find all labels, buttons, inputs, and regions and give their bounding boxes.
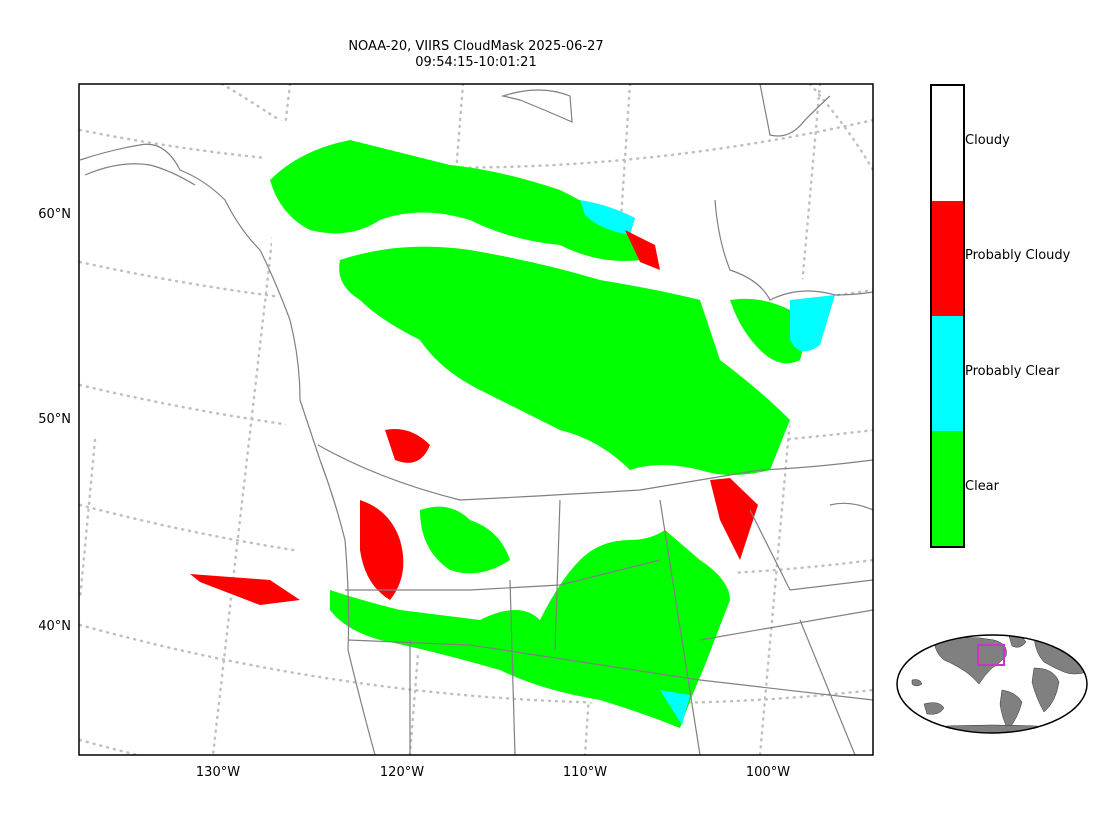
title-line-2: 09:54:15-10:01:21	[415, 55, 537, 70]
clear-patch-east	[730, 298, 804, 364]
world-locator-inset	[896, 634, 1088, 734]
graticule-lat-65	[79, 118, 873, 169]
probably-cloudy-patch-east	[710, 478, 758, 560]
clear-patch-mid-west	[420, 506, 510, 574]
lon-label-100w: 100°W	[746, 765, 790, 780]
legend-label-cloudy: Cloudy	[965, 133, 1010, 148]
inset-antarctica	[913, 724, 1071, 733]
cloudmask-swath	[190, 115, 838, 728]
pacific-coastline	[79, 143, 376, 755]
probably-cloudy-patch-far-west	[190, 574, 300, 605]
colorbar-segment-probably-clear	[932, 316, 963, 431]
great-lakes	[829, 502, 873, 511]
graticule-lat-45	[79, 623, 873, 705]
clear-patch-central	[339, 246, 790, 475]
legend-label-clear: Clear	[965, 479, 999, 494]
us-state-lines-west	[345, 499, 661, 755]
colorbar-legend	[930, 84, 965, 548]
title-line-1: NOAA-20, VIIRS CloudMask 2025-06-27	[348, 39, 604, 54]
graticule-arc-upper-right	[808, 84, 873, 172]
probably-cloudy-patch-coast	[360, 500, 404, 600]
colorbar-segment-cloudy	[932, 86, 963, 201]
map-title: NOAA-20, VIIRS CloudMask 2025-06-27 09:5…	[226, 39, 726, 71]
graticule-lon-135	[79, 438, 97, 602]
legend-label-probably-cloudy: Probably Cloudy	[965, 248, 1071, 263]
arctic-island	[500, 89, 573, 123]
clear-patch-north	[270, 140, 640, 261]
inset-north-america	[933, 637, 1007, 685]
lon-label-130w: 130°W	[196, 765, 240, 780]
inset-australia	[923, 702, 945, 715]
canada-us-border	[317, 444, 873, 501]
lon-label-110w: 110°W	[563, 765, 607, 780]
coastlines-and-borders	[79, 84, 873, 755]
probably-cloudy-patch-inland	[385, 429, 430, 463]
alaska-coast	[84, 163, 196, 186]
probably-clear-patch-south	[660, 690, 690, 725]
swath-clear-regions	[270, 140, 804, 728]
hudson-bay-coast	[714, 199, 873, 301]
legend-label-probably-clear: Probably Clear	[965, 364, 1060, 379]
inset-africa	[1031, 667, 1060, 713]
lat-label-40n: 40°N	[38, 619, 71, 634]
colorbar-segment-probably-cloudy	[932, 201, 963, 316]
map-frame	[78, 83, 874, 756]
us-state-lines-east	[659, 499, 873, 755]
inset-globe-outline	[896, 634, 1088, 734]
arctic-coast-north	[759, 84, 831, 137]
lon-label-120w: 120°W	[380, 765, 424, 780]
colorbar-segment-clear	[932, 431, 963, 546]
clear-patch-south	[330, 530, 730, 728]
lat-label-50n: 50°N	[38, 412, 71, 427]
inset-pacific-islands	[911, 679, 923, 687]
inset-south-america	[999, 689, 1023, 731]
probably-clear-patch-north	[580, 200, 635, 235]
lat-label-60n: 60°N	[38, 207, 71, 222]
swath-probably-cloudy-regions	[190, 230, 758, 605]
graticule-lat-40	[79, 738, 143, 755]
southern-border	[347, 639, 873, 701]
swath-probably-clear-regions	[580, 200, 835, 725]
inset-region-box	[977, 644, 1005, 666]
probably-clear-patch-east	[790, 295, 835, 352]
probably-cloudy-patch-northeast	[625, 230, 660, 270]
graticule-lat-50	[79, 503, 873, 578]
